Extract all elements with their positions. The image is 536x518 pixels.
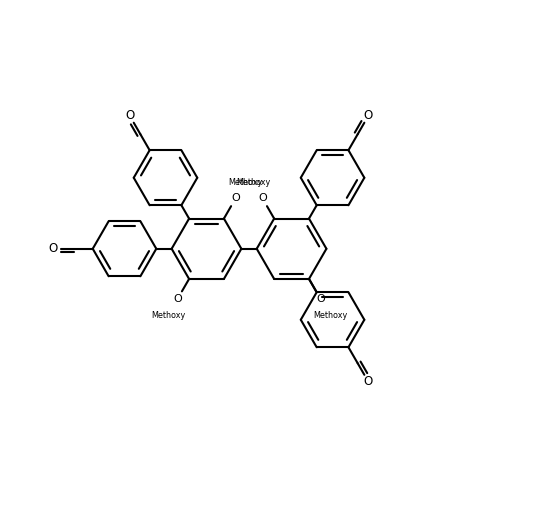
Text: O: O bbox=[316, 294, 325, 305]
Text: O: O bbox=[232, 193, 240, 203]
Text: O: O bbox=[364, 109, 373, 122]
Text: Methoxy: Methoxy bbox=[151, 311, 185, 320]
Text: O: O bbox=[125, 109, 134, 122]
Text: Methoxy: Methoxy bbox=[313, 311, 347, 320]
Text: Methoxy: Methoxy bbox=[236, 178, 270, 186]
Text: Methoxy: Methoxy bbox=[228, 178, 262, 186]
Text: O: O bbox=[258, 193, 267, 203]
Text: O: O bbox=[173, 294, 182, 305]
Text: O: O bbox=[364, 376, 373, 388]
Text: O: O bbox=[48, 242, 57, 255]
